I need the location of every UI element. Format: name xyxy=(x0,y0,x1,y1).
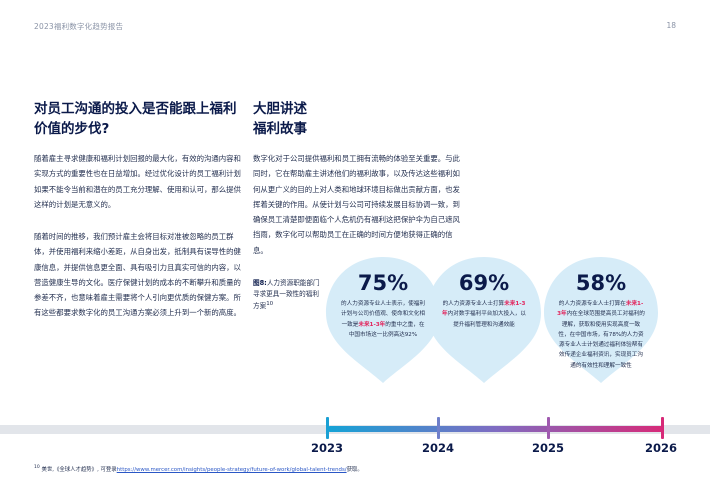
timeline-year-2023: 2023 xyxy=(311,441,344,455)
footnote-suffix: 获取。 xyxy=(346,467,363,473)
right-heading: 大胆讲述 福利故事 xyxy=(253,99,373,139)
left-heading: 对员工沟通的投入是否能跟上福利价值的步伐? xyxy=(34,101,237,137)
right-heading-line2: 福利故事 xyxy=(253,121,307,137)
page-number: 18 xyxy=(666,21,676,30)
timeline-tick xyxy=(437,417,440,439)
figure-footnote-ref: 10 xyxy=(266,301,274,307)
footnote: 10 美世,《全球人才趋势》, 可登录https://www.mercer.co… xyxy=(34,465,363,473)
left-paragraph-1: 随着雇主寻求健康和福利计划回报的最大化，有效的沟通内容和实现方式的重要性也在日益… xyxy=(34,154,241,209)
highlight-text: 未来1-3年 xyxy=(557,301,644,318)
stat-description: 的人力资源专业人士打算未来1-3年内对数字福利平台加大投入，以提升福利管理和沟通… xyxy=(442,301,526,328)
stat-description: 的人力资源专业人士表示，使福利计划与公司价值观、使命和文化相一致是未来1-3年的… xyxy=(341,301,425,338)
stat-description: 的人力资源专业人士打算在未来1-3年内在全球范围提高员工对福利的理解，获取和使用… xyxy=(557,301,645,369)
footnote-link[interactable]: https://www.mercer.com/insights/people-s… xyxy=(116,467,347,473)
timeline-year-2024: 2024 xyxy=(422,441,455,455)
highlight-text: 未来1-3年 xyxy=(358,321,386,328)
stat-bubble-3: 58% 的人力资源专业人士打算在未来1-3年内在全球范围提高员工对福利的理解，获… xyxy=(541,255,661,385)
bubble-shape xyxy=(326,257,440,383)
timeline-tick xyxy=(661,417,664,439)
stat-bubble-2: 69% 的人力资源专业人士打算未来1-3年内对数字福利平台加大投入，以提升福利管… xyxy=(424,255,544,385)
stat-percent: 75% xyxy=(357,271,409,295)
footnote-number: 10 xyxy=(34,465,40,471)
timeline-tick xyxy=(326,417,329,439)
highlight-text: 未来1-3年 xyxy=(442,301,526,318)
stat-percent: 58% xyxy=(575,271,627,295)
stat-bubble-1: 75% 的人力资源专业人士表示，使福利计划与公司价值观、使命和文化相一致是未来1… xyxy=(323,255,443,385)
figure-caption-text: 人力资源职能部门寻求更具一致性的福利方案 xyxy=(253,279,320,311)
bubble-shape xyxy=(544,257,658,383)
bubble-shape xyxy=(427,257,541,383)
timeline-year-2026: 2026 xyxy=(645,441,678,455)
stat-percent: 69% xyxy=(458,271,510,295)
figure-caption: 图8:人力资源职能部门寻求更具一致性的福利方案10 xyxy=(253,278,323,312)
timeline-bar xyxy=(327,426,664,432)
timeline-year-2025: 2025 xyxy=(532,441,565,455)
left-paragraph-2: 随着时间的推移，我们预计雇主会将目标对准被忽略的员工群体，并使用福利来缩小差距，… xyxy=(34,232,241,318)
footnote-text: 美世,《全球人才趋势》, 可登录 xyxy=(41,467,117,473)
report-title: 2023福利数字化趋势报告 xyxy=(34,22,124,31)
right-heading-line1: 大胆讲述 xyxy=(253,101,307,117)
right-paragraph: 数字化对于公司提供福利和员工拥有流畅的体验至关重要。与此同时，它在帮助雇主讲述他… xyxy=(253,154,460,255)
figure-label: 图8: xyxy=(253,279,267,287)
timeline-tick xyxy=(547,417,550,439)
